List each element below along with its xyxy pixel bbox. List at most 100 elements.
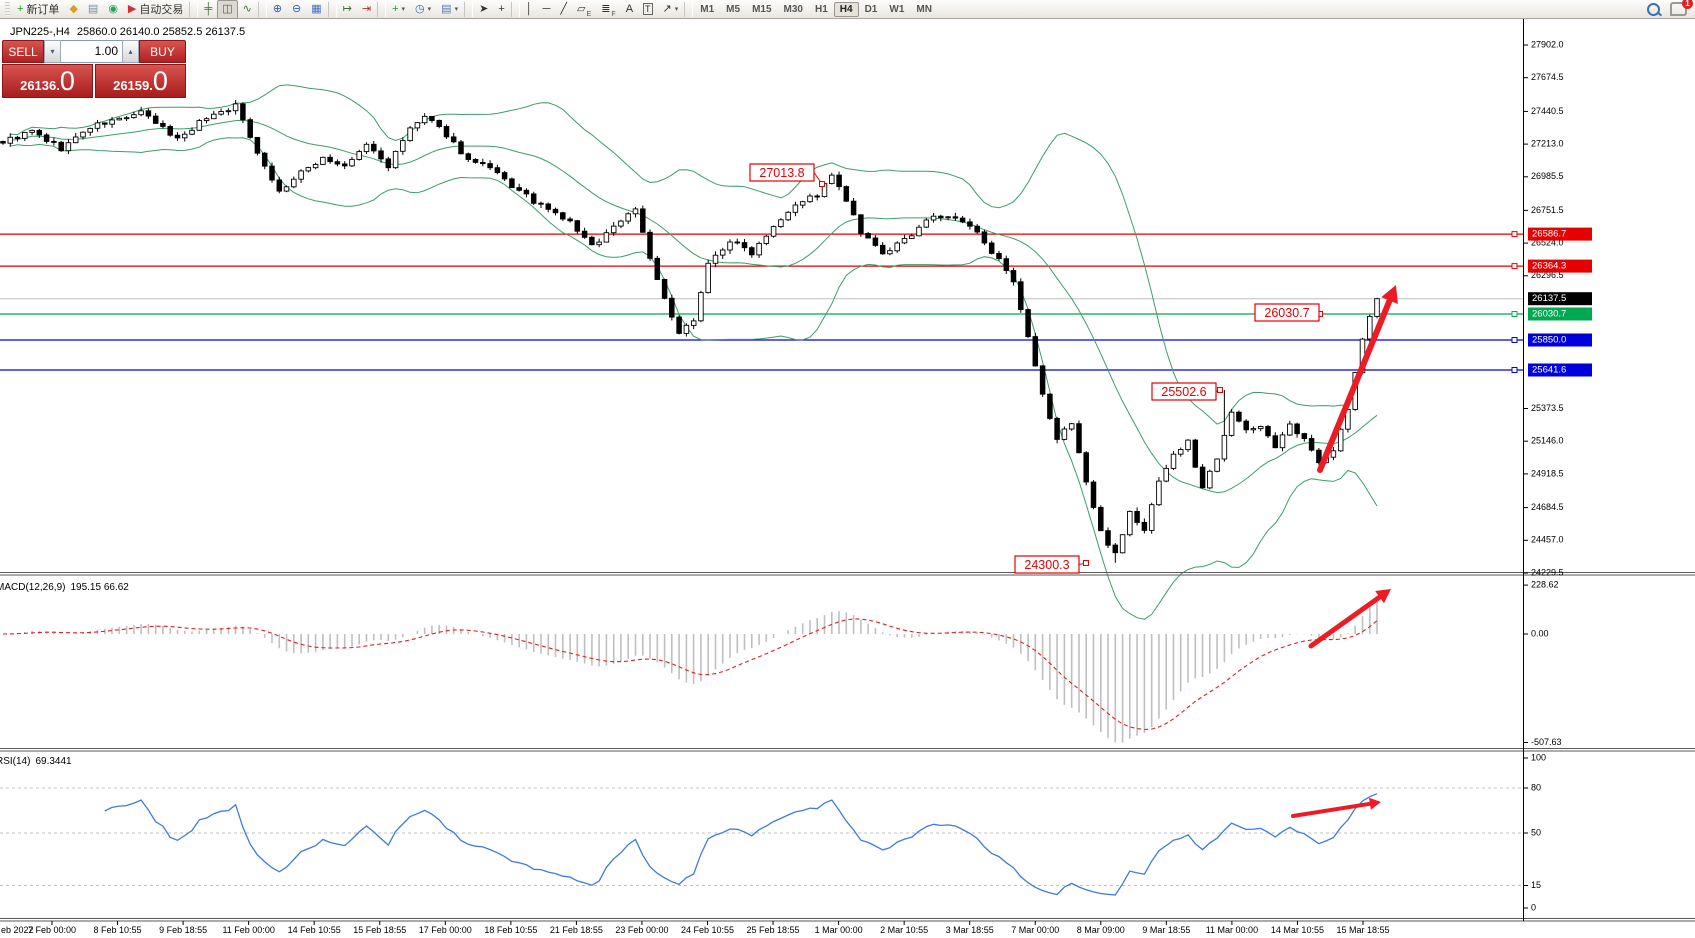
chart-candles-button[interactable]: ◫ (217, 0, 238, 19)
bollinger-lower-band[interactable] (10, 137, 1378, 620)
candle-body (640, 208, 646, 233)
volume-decrease-button[interactable]: ▾ (44, 40, 61, 63)
candle-body (632, 208, 639, 215)
auto-scroll-button[interactable]: ↦ (338, 0, 357, 19)
macd-label-text: MACD(12,26,9) (0, 582, 66, 593)
callout-box[interactable] (1151, 382, 1217, 401)
gold-button[interactable]: ◆ (64, 0, 82, 19)
bollinger-middle-band[interactable] (10, 119, 1378, 494)
autotrading-icon: ▶ (127, 2, 137, 15)
crosshair-button[interactable]: + (493, 0, 509, 19)
toolbar-separator (257, 1, 267, 17)
bollinger-bands-layer (10, 84, 1378, 620)
candle-body (123, 117, 130, 120)
callout-anchor[interactable] (819, 181, 825, 187)
callout-anchor[interactable] (1083, 560, 1089, 566)
candle-body (785, 211, 791, 221)
chart-line-button[interactable]: ∿ (238, 0, 257, 19)
fibonacci-button[interactable]: ≣ F (596, 0, 621, 19)
ask-price[interactable]: 26159. 0 (95, 64, 186, 98)
callout-box[interactable] (1254, 303, 1320, 322)
candle-body (974, 225, 980, 233)
toolbar-separator (189, 1, 199, 17)
trend-arrow-shaft[interactable] (1308, 594, 1383, 649)
text-button[interactable]: A (621, 0, 638, 19)
trend-arrow-shaft[interactable] (1291, 801, 1372, 818)
callout-anchor[interactable] (1217, 387, 1223, 393)
time-label: eb 2022 (1, 925, 34, 935)
candle-body (1279, 434, 1286, 449)
text-label-button[interactable]: T (638, 0, 658, 19)
chart-bars-button[interactable]: ╪ (199, 0, 217, 19)
price-tick-label: 25373.5 (1531, 403, 1564, 413)
candle-body (1039, 365, 1046, 395)
trendline-button[interactable]: ╱ (555, 0, 572, 19)
horizontal-line-button[interactable]: ─ (538, 0, 556, 19)
hline-handle[interactable] (1511, 231, 1518, 238)
arrows-button[interactable]: ↗ ▾ (658, 0, 684, 19)
timeframe-d1[interactable]: D1 (864, 3, 878, 15)
candle-body (181, 133, 188, 139)
bollinger-upper-band[interactable] (10, 84, 1378, 425)
new-order-button[interactable]: + 新订单 (12, 0, 64, 19)
chart-shift-button[interactable]: ⇥ (357, 0, 376, 19)
timeframe-m15[interactable]: M15 (752, 3, 772, 15)
hline-handle[interactable] (1511, 337, 1518, 343)
chart-shift-icon: ⇥ (361, 2, 372, 15)
zoom-in-button[interactable]: ⊕ (268, 0, 287, 19)
candle-body (327, 156, 333, 163)
candle-body (7, 136, 14, 144)
market-button[interactable]: ▤ (83, 0, 103, 19)
trend-arrow-shaft[interactable] (1317, 297, 1393, 473)
candle-body (1076, 423, 1082, 454)
timeframe-mn[interactable]: MN (916, 3, 932, 15)
zoom-out-button[interactable]: ⊖ (287, 0, 306, 19)
new-order-label: 新订单 (26, 4, 60, 16)
timeframe-m1[interactable]: M1 (700, 3, 715, 15)
channel-button[interactable]: ▱ E (572, 0, 596, 19)
bid-price[interactable]: 26136. 0 (2, 64, 93, 98)
sell-button[interactable]: SELL (2, 40, 44, 63)
periods-button[interactable]: ◷ ▾ (410, 0, 436, 19)
candle-body (814, 195, 820, 198)
candle-body (1185, 439, 1191, 451)
candle-body (516, 187, 522, 191)
rsi-label-text: RSI(14) (0, 756, 31, 767)
hline-handle[interactable] (1511, 263, 1518, 270)
timeframe-h4[interactable]: H4 (833, 1, 859, 17)
callout-box[interactable] (749, 163, 815, 182)
macd-indicator-label: MACD(12,26,9) 195.15 66.62 (0, 582, 134, 593)
candle-body (654, 257, 661, 280)
cursor-button[interactable]: ➤ (474, 0, 493, 19)
buy-button[interactable]: BUY (139, 40, 186, 63)
volume-input[interactable]: 1.00 (61, 40, 122, 63)
autotrading-button[interactable]: ▶ 自动交易 (123, 0, 188, 19)
timeframe-h1[interactable]: H1 (814, 3, 828, 15)
candle-body (1083, 452, 1089, 483)
candle-body (981, 231, 988, 244)
callout-box[interactable] (1014, 555, 1080, 574)
timeframe-m5[interactable]: M5 (726, 3, 741, 15)
templates-button[interactable]: ▤ ▾ (436, 0, 463, 19)
chevron-down-icon: ▾ (454, 6, 459, 13)
candle-body (167, 126, 173, 136)
hline-handle[interactable] (1511, 311, 1518, 317)
chart-canvas[interactable]: 27902.0 27674.5 27440.5 27213.0 26985.5 26751… (0, 19, 1695, 938)
vertical-line-button[interactable]: │ (521, 0, 538, 19)
candle-body (901, 238, 908, 244)
macd-tick-label: 0.00 (1531, 628, 1549, 638)
hline-handle[interactable] (1511, 367, 1518, 373)
timeframe-m30[interactable]: M30 (783, 3, 803, 15)
volume-increase-button[interactable]: ▴ (122, 40, 139, 63)
timeframe-w1[interactable]: W1 (889, 3, 905, 15)
candle-body (443, 126, 450, 138)
candle-body (945, 216, 951, 219)
indicators-button[interactable]: + ▾ (387, 0, 410, 19)
candle-body (0, 140, 6, 144)
tile-windows-button[interactable]: ▦ (306, 0, 326, 19)
search-icon[interactable] (1647, 2, 1660, 16)
chat-icon[interactable]: 1 (1670, 0, 1693, 16)
signals-button[interactable]: ◉ (103, 0, 123, 19)
toolbar: + 新订单 ◆ ▤ ◉ ▶ 自动交易 ╪ ◫ ∿ ⊕ ⊖ ▦ ↦ ⇥ + ▾ ◷ ▾ ▤ ▾ ➤ + │ ─ ╱ ▱ E ≣ F A T ↗ ▾ M… (0, 0, 1695, 19)
candle-body (58, 141, 64, 152)
